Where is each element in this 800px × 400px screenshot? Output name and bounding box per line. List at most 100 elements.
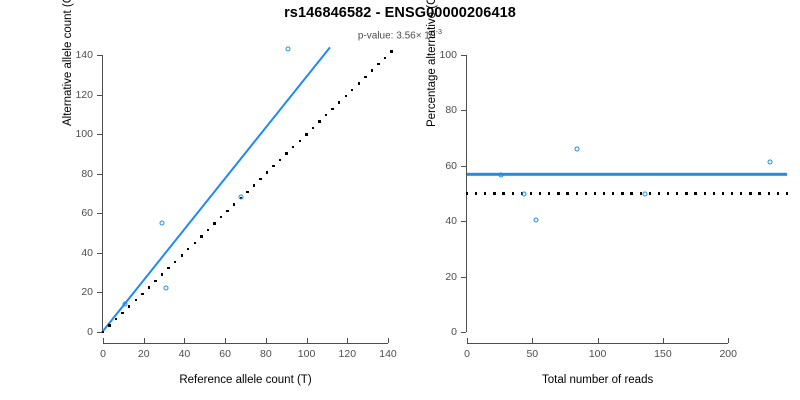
y-axis-line: [102, 55, 103, 332]
reference-line-dot: [390, 50, 393, 53]
reference-line-dot: [548, 192, 551, 195]
reference-line-dot: [694, 192, 697, 195]
reference-line-dot: [703, 192, 706, 195]
x-axis-tick-label: 0: [100, 348, 106, 360]
x-axis-tick-label: 80: [260, 348, 272, 360]
reference-line-dot: [593, 192, 597, 195]
y-axis-tick: [97, 173, 102, 175]
x-axis-tick-label: 0: [464, 348, 470, 360]
plot-area-allele-counts: 0 20 40 60 80 100 120 140 0 20 40 60 80 100 120 140: [75, 46, 397, 360]
y-axis-tick: [97, 94, 102, 96]
reference-line-dot: [114, 318, 118, 321]
reference-line-dot: [767, 192, 770, 195]
x-axis-tick: [532, 338, 534, 343]
reference-line-dot: [730, 192, 734, 195]
y-axis-title: Percentage alternative (C): [426, 0, 438, 127]
y-axis-tick: [461, 165, 466, 167]
x-axis-tick: [225, 338, 227, 343]
x-axis-tick: [467, 338, 468, 343]
x-axis-tick: [597, 338, 599, 343]
x-axis-tick: [143, 338, 145, 343]
y-axis-tick: [97, 213, 102, 215]
y-axis-tick-label: 0: [451, 326, 457, 338]
x-axis-tick-label: 50: [526, 348, 539, 360]
reference-line-dot: [364, 75, 367, 79]
reference-line-dot: [200, 235, 203, 238]
reference-line-dot: [666, 192, 670, 195]
reference-line-dot: [465, 192, 469, 195]
reference-line-dot: [285, 152, 288, 155]
reference-line-dot: [305, 133, 308, 136]
x-axis-line: [467, 343, 729, 344]
reference-line-dot: [639, 192, 642, 195]
reference-line-dot: [226, 209, 229, 213]
y-axis-tick: [97, 332, 102, 333]
reference-line-dot: [511, 192, 514, 195]
reference-line-dot: [383, 56, 387, 60]
reference-line-dot: [721, 192, 725, 195]
y-axis-tick: [461, 221, 466, 223]
x-axis-title: Reference allele count (T): [179, 374, 312, 386]
data-point: [498, 172, 504, 178]
y-axis-tick-label: 60: [445, 159, 457, 172]
reference-line-dot: [272, 165, 275, 168]
x-axis-tick-label: 100: [297, 348, 316, 360]
reference-line-dot: [311, 126, 315, 130]
reference-line-dot: [180, 254, 183, 257]
reference-line-dot: [566, 192, 569, 195]
panel-percentage-alternative: 0 20 40 60 80 100 0 50 100 150 200 Total number of…: [400, 0, 800, 400]
y-axis-tick-label: 100: [439, 49, 457, 61]
y-axis-tick: [461, 110, 466, 112]
reference-line-dot: [749, 192, 752, 195]
reference-line-dot: [278, 158, 282, 162]
y-axis-tick: [97, 292, 102, 294]
reference-line-dot: [173, 260, 177, 264]
panel-allele-counts: 0 20 40 60 80 100 120 140 0 20 40 60 80 100 120 140 Ref…: [62, 0, 397, 386]
y-axis-tick: [97, 55, 102, 56]
y-axis-tick: [461, 276, 466, 278]
reference-line-dot: [160, 273, 164, 276]
y-axis-tick: [97, 252, 102, 254]
y-axis-tick-label: 140: [75, 49, 93, 61]
y-axis-tick-label: 20: [81, 286, 93, 299]
reference-line-dot: [575, 192, 578, 195]
y-axis-tick-label: 40: [445, 215, 457, 228]
reference-line-dot: [121, 311, 124, 315]
y-axis-tick-label: 40: [81, 246, 93, 259]
y-axis-tick-label: 0: [87, 326, 93, 338]
x-axis-line: [103, 343, 388, 344]
reference-line-dot: [584, 192, 588, 195]
reference-line-dot: [259, 177, 262, 181]
data-point: [285, 46, 291, 52]
data-point: [533, 217, 539, 223]
x-axis-tick-label: 120: [338, 348, 357, 360]
y-axis-tick-label: 120: [75, 88, 93, 101]
reference-line-dot: [648, 192, 652, 195]
data-point: [574, 146, 580, 152]
reference-line-dot: [529, 192, 533, 195]
y-axis-tick: [461, 332, 466, 333]
data-point: [122, 301, 128, 307]
reference-line-dot: [758, 192, 761, 195]
fit-line: [467, 172, 787, 176]
y-axis-tick-label: 80: [81, 167, 93, 180]
reference-line-dot: [154, 279, 157, 283]
data-point: [163, 285, 169, 291]
reference-line-dot: [232, 203, 236, 206]
y-axis-tick: [97, 134, 102, 136]
reference-line-dot: [134, 298, 137, 302]
reference-line-dot: [685, 192, 688, 195]
reference-line-dot: [502, 192, 505, 195]
pvalue-subtitle: p-value: 3.56× 10-3: [0, 27, 800, 41]
reference-line-dot: [147, 286, 151, 289]
data-point: [767, 159, 773, 165]
y-axis-tick-label: 20: [445, 270, 457, 283]
x-axis-tick-label: 140: [379, 348, 397, 360]
reference-line-dot: [318, 120, 321, 123]
x-axis-tick: [265, 338, 267, 343]
reference-line-dot: [493, 192, 496, 195]
reference-line-dot: [206, 228, 210, 232]
pvalue-text: p-value: 3.56× 10: [357, 30, 436, 42]
x-axis-tick: [347, 338, 349, 343]
